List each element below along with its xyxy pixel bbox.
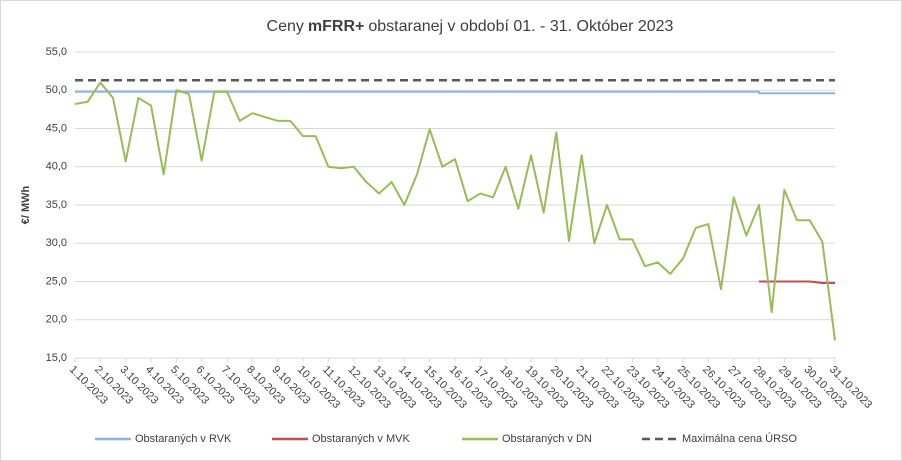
y-tick-label: 45,0 xyxy=(46,122,67,134)
y-tick-label: 35,0 xyxy=(46,199,67,211)
legend-label: Obstaraných v DN xyxy=(502,433,592,445)
y-tick-label: 25,0 xyxy=(46,275,67,287)
y-tick-label: 55,0 xyxy=(46,46,67,58)
title-part: mFRR+ xyxy=(308,18,364,35)
y-tick-label: 40,0 xyxy=(46,161,67,173)
chart-title: Ceny mFRR+ obstaranej v období 01. - 31. O… xyxy=(267,18,674,35)
series-line xyxy=(759,280,835,285)
legend-label: Maximálna cena ÚRSO xyxy=(682,432,797,445)
y-tick-label: 30,0 xyxy=(46,237,67,249)
y-tick-label: 50,0 xyxy=(46,84,67,96)
y-tick-label: 15,0 xyxy=(46,352,67,364)
series-line xyxy=(75,90,835,95)
title-part: Ceny xyxy=(267,18,304,35)
series-line xyxy=(74,81,836,341)
title-part: obstaranej v období 01. - 31. Október 20… xyxy=(368,18,673,35)
y-axis-label: €/ MWh xyxy=(20,185,32,224)
y-tick-label: 20,0 xyxy=(46,314,67,326)
legend-label: Obstaraných v RVK xyxy=(135,433,232,445)
legend-label: Obstaraných v MVK xyxy=(312,433,410,445)
